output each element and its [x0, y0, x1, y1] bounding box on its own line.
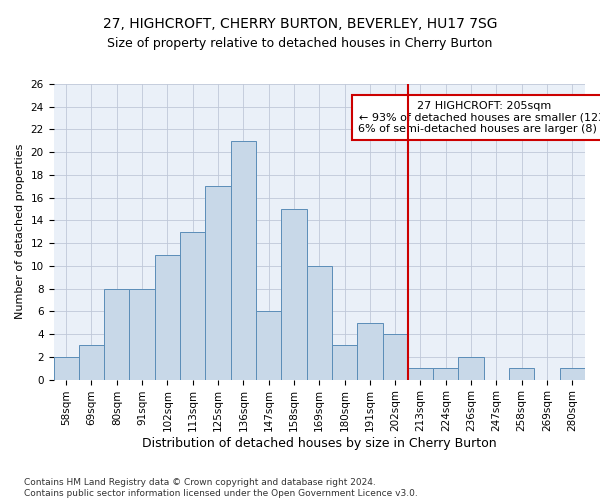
Bar	[281, 209, 307, 380]
Bar	[205, 186, 230, 380]
Bar	[53, 357, 79, 380]
Bar	[307, 266, 332, 380]
Bar	[509, 368, 535, 380]
Bar	[155, 254, 180, 380]
Bar	[230, 141, 256, 380]
Bar	[458, 357, 484, 380]
Bar	[104, 288, 130, 380]
Bar	[357, 323, 383, 380]
Y-axis label: Number of detached properties: Number of detached properties	[15, 144, 25, 320]
Bar	[180, 232, 205, 380]
Bar	[560, 368, 585, 380]
Text: Size of property relative to detached houses in Cherry Burton: Size of property relative to detached ho…	[107, 38, 493, 51]
Bar	[433, 368, 458, 380]
Bar	[408, 368, 433, 380]
Bar	[332, 346, 357, 380]
Text: Contains HM Land Registry data © Crown copyright and database right 2024.
Contai: Contains HM Land Registry data © Crown c…	[24, 478, 418, 498]
Text: 27 HIGHCROFT: 205sqm
← 93% of detached houses are smaller (123)
6% of semi-detac: 27 HIGHCROFT: 205sqm ← 93% of detached h…	[358, 101, 600, 134]
Bar	[256, 312, 281, 380]
Bar	[79, 346, 104, 380]
Text: 27, HIGHCROFT, CHERRY BURTON, BEVERLEY, HU17 7SG: 27, HIGHCROFT, CHERRY BURTON, BEVERLEY, …	[103, 18, 497, 32]
X-axis label: Distribution of detached houses by size in Cherry Burton: Distribution of detached houses by size …	[142, 437, 497, 450]
Bar	[130, 288, 155, 380]
Bar	[383, 334, 408, 380]
